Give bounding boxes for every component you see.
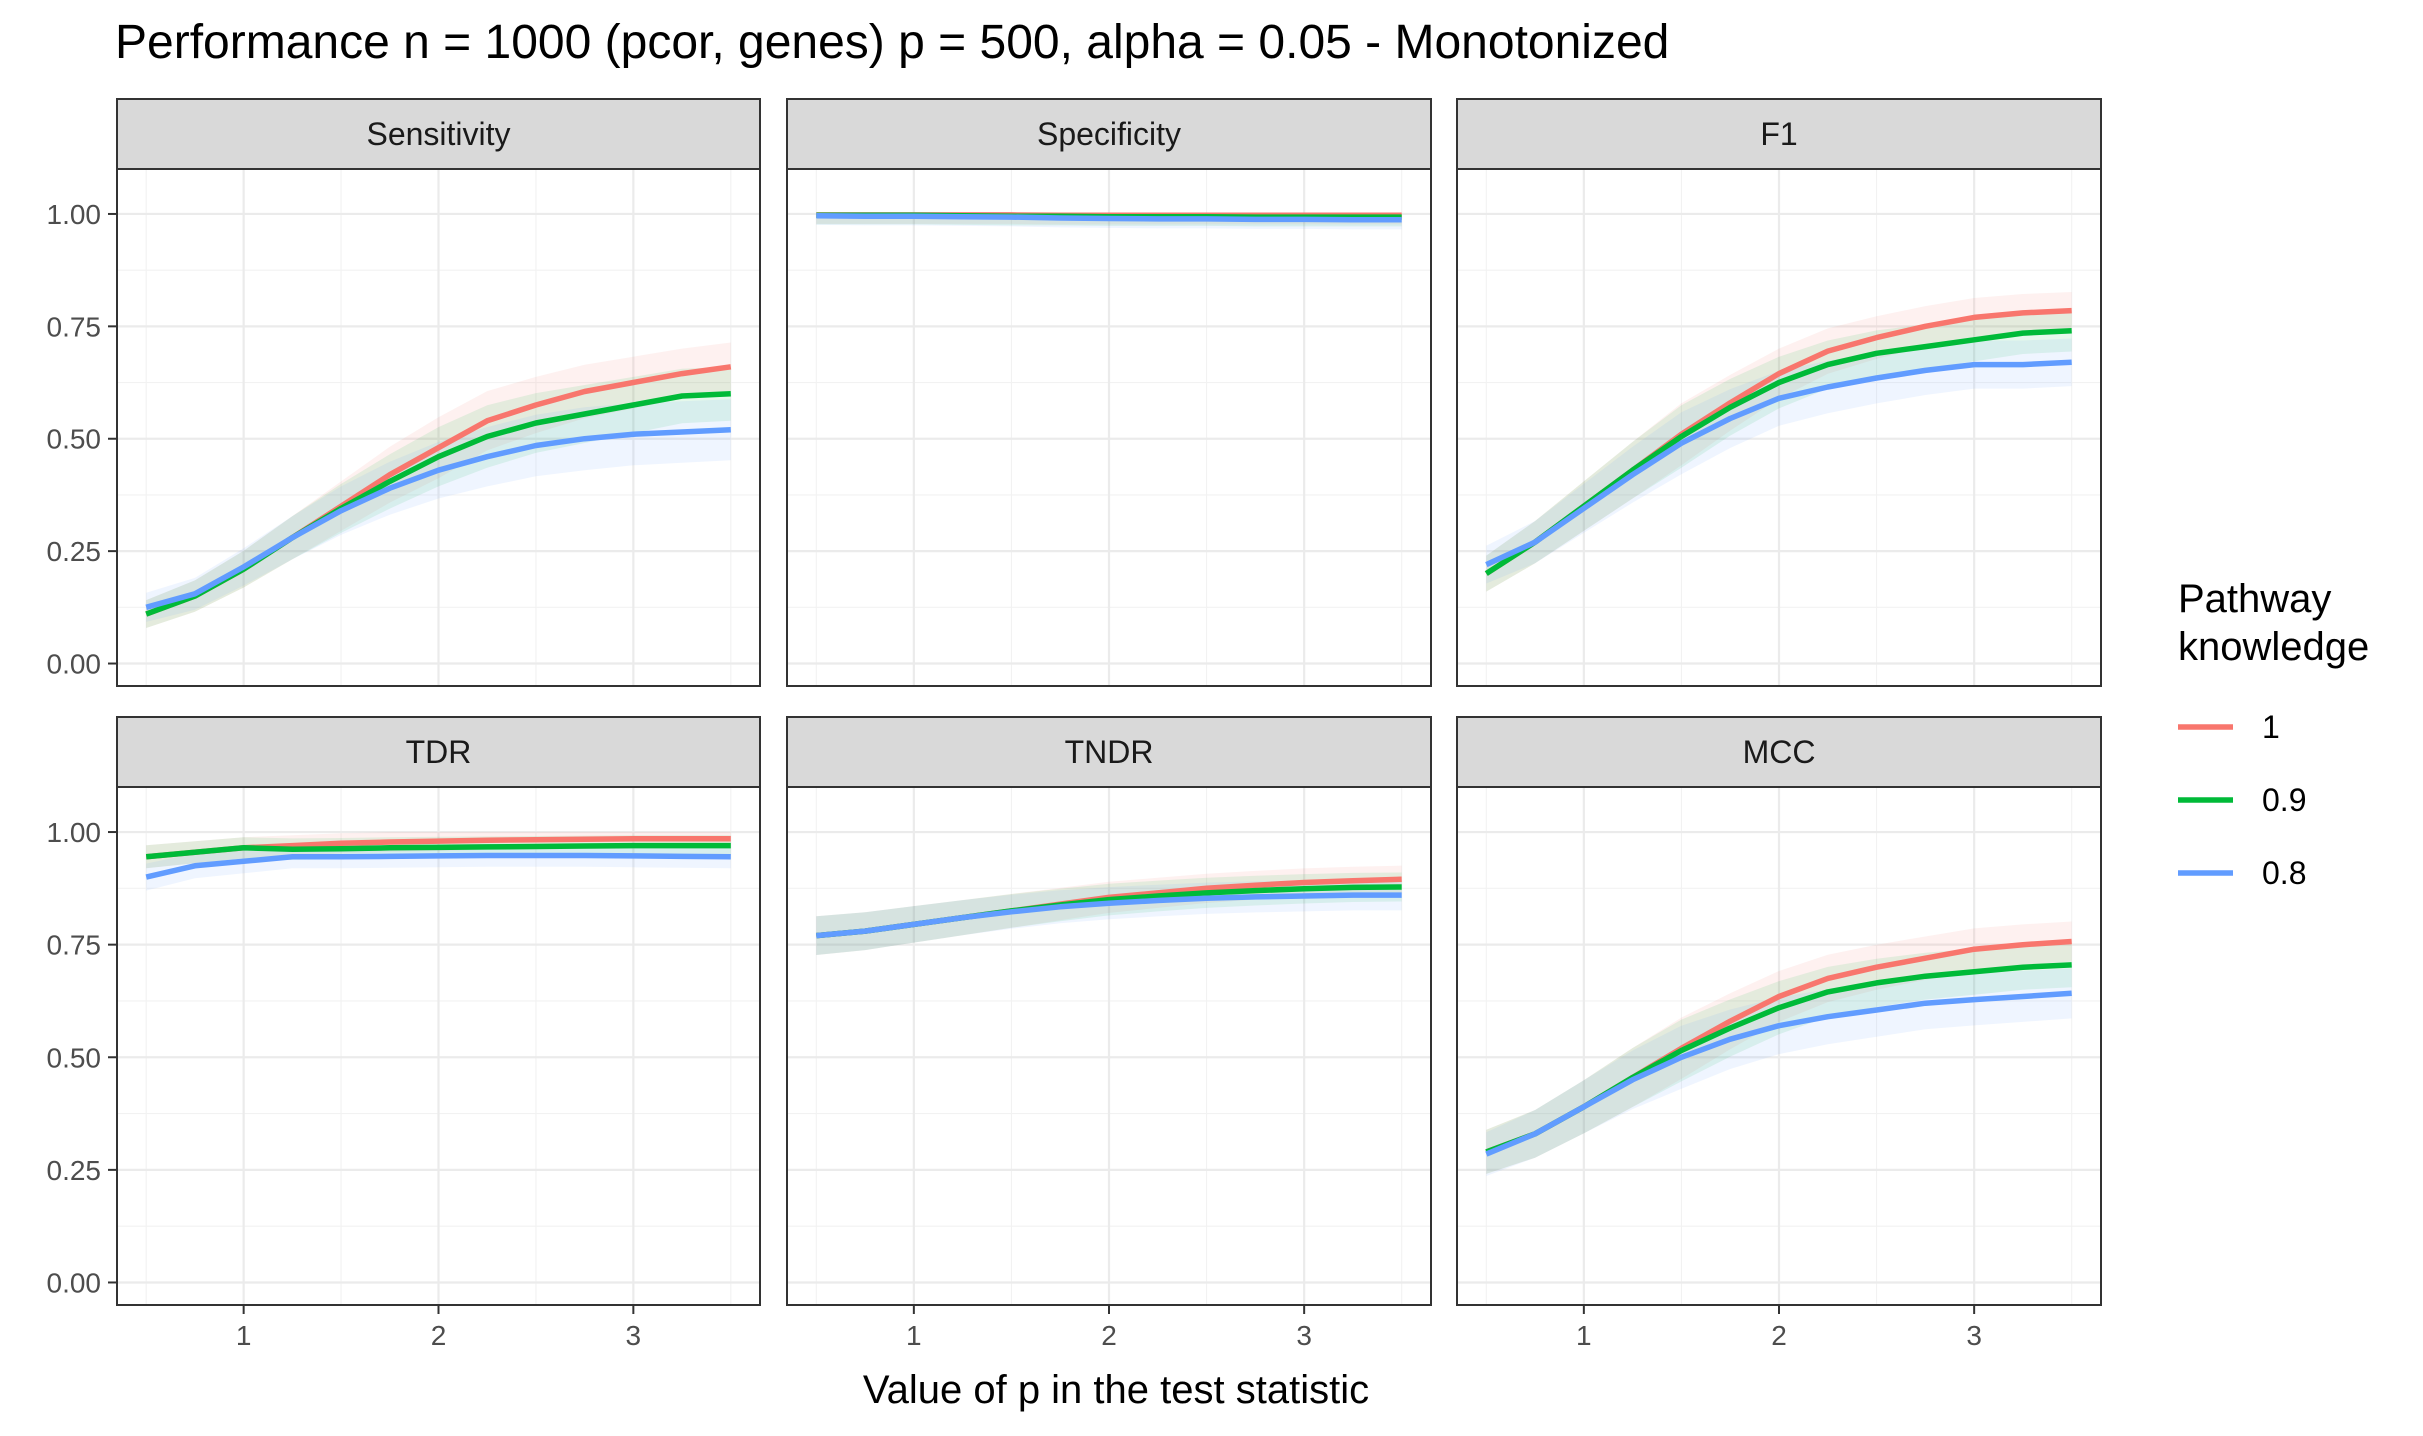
x-tick-label: 3 bbox=[626, 1320, 642, 1351]
legend-label-0-9: 0.9 bbox=[2262, 782, 2306, 818]
x-tick-label: 2 bbox=[1101, 1320, 1117, 1351]
replicate-band-sensitivity-0-8 bbox=[146, 399, 731, 622]
x-tick-label: 1 bbox=[236, 1320, 252, 1351]
y-tick-label: 0.50 bbox=[47, 424, 102, 455]
strip-label-sensitivity: Sensitivity bbox=[366, 116, 510, 152]
series-line-mcc-0-8 bbox=[1485, 990, 2072, 1157]
panel-border-specificity bbox=[786, 168, 1432, 687]
series-line-tdr-0-8 bbox=[145, 852, 731, 880]
panel-mcc: MCC 1 2 3 bbox=[1456, 716, 2102, 1351]
y-tick-label: 0.50 bbox=[47, 1042, 102, 1073]
panel-tndr: TNDR 1 2 3 bbox=[786, 716, 1432, 1351]
y-tick-label: 0.00 bbox=[47, 649, 102, 680]
series-line-sensitivity-0-8 bbox=[145, 426, 731, 610]
panel-sensitivity: Sensitivity 0.00 0.25 0.50 0.75 1.00 bbox=[47, 98, 761, 687]
y-tick-label: 0.25 bbox=[47, 536, 102, 567]
strip-tndr bbox=[786, 716, 1432, 788]
panel-tdr: TDR 0.00 0.25 0.50 0.75 1.00 1 2 3 bbox=[47, 716, 761, 1351]
series-line-specificity-0-8 bbox=[816, 213, 1402, 223]
strip-label-mcc: MCC bbox=[1743, 734, 1816, 770]
x-tick-label: 2 bbox=[431, 1320, 447, 1351]
panel-specificity: Specificity bbox=[786, 98, 1432, 687]
replicate-band-mcc-0-8 bbox=[1486, 968, 2072, 1176]
legend-label-0-8: 0.8 bbox=[2262, 855, 2306, 891]
strip-specificity bbox=[786, 98, 1432, 170]
x-tick-label: 3 bbox=[1296, 1320, 1312, 1351]
y-tick-label: 0.75 bbox=[47, 930, 102, 961]
legend: Pathway knowledge 1 0.9 0.8 bbox=[2178, 577, 2369, 891]
strip-sensitivity bbox=[116, 98, 761, 170]
facet-panels: Sensitivity 0.00 0.25 0.50 0.75 1.00 Specifici… bbox=[47, 98, 2102, 1351]
replicate-band-f1-1 bbox=[1486, 292, 2072, 592]
series-line-tndr-0-8 bbox=[816, 892, 1402, 939]
y-tick-label: 1.00 bbox=[47, 199, 102, 230]
chart-title: Performance n = 1000 (pcor, genes) p = 5… bbox=[115, 16, 1669, 69]
x-tick-label: 2 bbox=[1771, 1320, 1787, 1351]
panel-border-sensitivity bbox=[116, 168, 761, 687]
legend-title-line1: Pathway bbox=[2178, 577, 2331, 621]
strip-label-tdr: TDR bbox=[406, 734, 472, 770]
strip-tdr bbox=[116, 716, 761, 788]
strip-mcc bbox=[1456, 716, 2102, 788]
x-tick-label: 3 bbox=[1966, 1320, 1982, 1351]
x-tick-label: 1 bbox=[906, 1320, 922, 1351]
replicate-band-f1-0-9 bbox=[1486, 310, 2072, 592]
legend-label-1: 1 bbox=[2262, 709, 2280, 745]
y-tick-label: 0.75 bbox=[47, 311, 102, 342]
strip-label-specificity: Specificity bbox=[1037, 116, 1181, 152]
panel-f1: F1 bbox=[1456, 98, 2102, 687]
y-tick-label: 0.25 bbox=[47, 1155, 102, 1186]
replicate-band-sensitivity-0-9 bbox=[146, 366, 731, 628]
legend-title-line2: knowledge bbox=[2178, 625, 2369, 669]
x-axis-title: Value of p in the test statistic bbox=[863, 1368, 1369, 1412]
panel-border-f1 bbox=[1456, 168, 2102, 687]
strip-label-tndr: TNDR bbox=[1065, 734, 1154, 770]
legend-keys: 1 0.9 0.8 bbox=[2178, 709, 2306, 891]
y-tick-label: 0.00 bbox=[47, 1267, 102, 1298]
strip-label-f1: F1 bbox=[1760, 116, 1797, 152]
series-line-tdr-0-9 bbox=[145, 842, 731, 860]
series-line-f1-0-8 bbox=[1485, 359, 2072, 568]
x-tick-label: 1 bbox=[1576, 1320, 1592, 1351]
y-tick-label: 1.00 bbox=[47, 817, 102, 848]
